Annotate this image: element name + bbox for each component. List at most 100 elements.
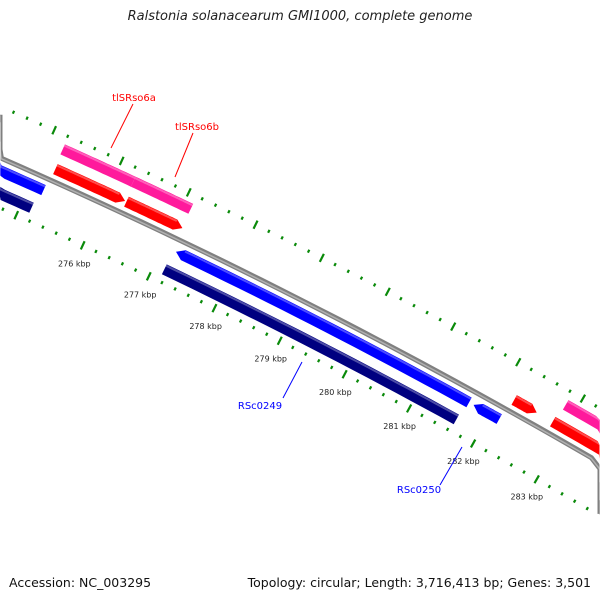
minor-tick-outer bbox=[490, 345, 495, 350]
feature-highlight bbox=[63, 144, 136, 179]
minor-tick-outer bbox=[133, 165, 137, 170]
minor-tick-outer bbox=[106, 152, 110, 157]
feature-forward-other-3[interactable] bbox=[562, 400, 600, 491]
minor-tick-inner bbox=[368, 385, 373, 390]
tick-label: 281 kbp bbox=[383, 422, 416, 431]
minor-tick-outer bbox=[240, 216, 244, 221]
label-leader-RSc0250 bbox=[439, 446, 463, 486]
minor-tick-outer bbox=[227, 209, 231, 214]
feature-tlSRso6a-pink[interactable] bbox=[60, 144, 136, 187]
major-tick-outer bbox=[118, 156, 125, 166]
minor-tick-outer bbox=[542, 374, 546, 379]
label-leader-RSc0249 bbox=[282, 361, 303, 399]
feature-forward-gene-4[interactable] bbox=[550, 416, 600, 509]
minor-tick-inner bbox=[381, 392, 386, 397]
minor-tick-outer bbox=[11, 110, 16, 115]
feature-forward-gene-2[interactable] bbox=[124, 196, 183, 230]
minor-tick-inner bbox=[199, 299, 204, 304]
minor-tick-outer bbox=[346, 269, 350, 274]
backbone-highlight bbox=[0, 115, 600, 515]
feature-label-tlSRso6a[interactable]: tlSRso6a bbox=[112, 93, 156, 104]
feature-highlight bbox=[0, 122, 46, 188]
feature-highlight bbox=[127, 197, 178, 222]
minor-tick-inner bbox=[572, 499, 577, 504]
minor-tick-inner bbox=[585, 506, 590, 511]
minor-tick-outer bbox=[438, 317, 442, 322]
accession-text: Accession: NC_003295 bbox=[9, 575, 152, 590]
minor-tick-outer bbox=[146, 171, 151, 176]
minor-tick-outer bbox=[555, 381, 559, 386]
minor-tick-inner bbox=[458, 434, 463, 439]
minor-tick-outer bbox=[79, 140, 83, 145]
minor-tick-outer bbox=[267, 229, 271, 234]
genome-summary-text: Topology: circular; Length: 3,716,413 bp… bbox=[247, 575, 591, 590]
tick-label: 279 kbp bbox=[254, 355, 287, 364]
feature-reverse-other-2[interactable] bbox=[161, 264, 459, 425]
minor-tick-inner bbox=[355, 379, 360, 383]
minor-tick-inner bbox=[484, 448, 488, 453]
minor-tick-inner bbox=[41, 225, 45, 230]
minor-tick-outer bbox=[593, 404, 598, 408]
minor-tick-inner bbox=[445, 427, 450, 432]
feature-reverse-gene-1[interactable] bbox=[0, 120, 46, 196]
minor-tick-inner bbox=[54, 231, 58, 236]
major-tick-inner bbox=[341, 369, 348, 379]
feature-forward-gene-3[interactable] bbox=[511, 395, 537, 414]
minor-tick-inner bbox=[120, 261, 125, 266]
major-tick-inner bbox=[79, 240, 86, 250]
minor-tick-outer bbox=[213, 203, 218, 208]
tick-label: 278 kbp bbox=[189, 322, 222, 331]
minor-tick-outer bbox=[306, 249, 311, 254]
feature-highlight bbox=[482, 404, 502, 417]
feature-label-tlSRso6b[interactable]: tlSRso6b bbox=[175, 122, 219, 133]
minor-tick-outer bbox=[568, 389, 572, 394]
minor-tick-inner bbox=[329, 365, 334, 370]
major-tick-inner bbox=[211, 303, 218, 313]
minor-tick-outer bbox=[173, 184, 178, 188]
feature-RSc0249-gene[interactable] bbox=[176, 250, 472, 408]
minor-tick-inner bbox=[186, 293, 190, 298]
feature-forward-gene-1[interactable] bbox=[53, 164, 126, 203]
minor-tick-outer bbox=[372, 283, 377, 287]
major-tick-inner bbox=[469, 439, 477, 448]
minor-tick-inner bbox=[560, 491, 564, 496]
major-tick-outer bbox=[252, 220, 259, 230]
feature-RSc0250-gene[interactable] bbox=[473, 404, 502, 424]
tick-label: 283 kbp bbox=[510, 493, 543, 502]
major-tick-outer bbox=[185, 187, 192, 197]
major-tick-outer bbox=[51, 125, 58, 135]
minor-tick-inner bbox=[173, 287, 177, 291]
feature-highlight bbox=[134, 177, 193, 207]
feature-reverse-other-1[interactable] bbox=[0, 140, 34, 213]
minor-tick-inner bbox=[133, 268, 138, 272]
minor-tick-inner bbox=[265, 332, 269, 337]
feature-highlight bbox=[554, 417, 600, 501]
tick-label: 276 kbp bbox=[58, 259, 91, 268]
features-group bbox=[0, 120, 600, 509]
major-tick-inner bbox=[405, 403, 413, 413]
feature-highlight bbox=[515, 395, 533, 406]
feature-highlight bbox=[184, 250, 472, 400]
minor-tick-outer bbox=[160, 177, 164, 182]
feature-tlSRso6b-pink[interactable] bbox=[130, 176, 194, 214]
minor-tick-outer bbox=[293, 242, 298, 247]
minor-tick-inner bbox=[94, 249, 98, 254]
feature-highlight bbox=[567, 400, 600, 483]
minor-tick-inner bbox=[509, 462, 514, 467]
minor-tick-inner bbox=[304, 352, 308, 356]
minor-tick-inner bbox=[251, 325, 256, 330]
feature-label-RSc0249[interactable]: RSc0249 bbox=[238, 401, 282, 412]
minor-tick-outer bbox=[464, 331, 469, 336]
major-tick-outer bbox=[318, 253, 325, 263]
backbone-group bbox=[0, 114, 600, 515]
minor-tick-outer bbox=[25, 116, 29, 121]
minor-tick-inner bbox=[67, 237, 72, 242]
tick-label: 282 kbp bbox=[447, 457, 480, 466]
minor-tick-outer bbox=[425, 310, 429, 315]
feature-label-RSc0250[interactable]: RSc0250 bbox=[397, 485, 441, 496]
major-tick-outer bbox=[579, 394, 587, 404]
tick-label: 277 kbp bbox=[124, 290, 157, 299]
minor-tick-inner bbox=[225, 312, 230, 317]
minor-tick-inner bbox=[291, 345, 295, 350]
